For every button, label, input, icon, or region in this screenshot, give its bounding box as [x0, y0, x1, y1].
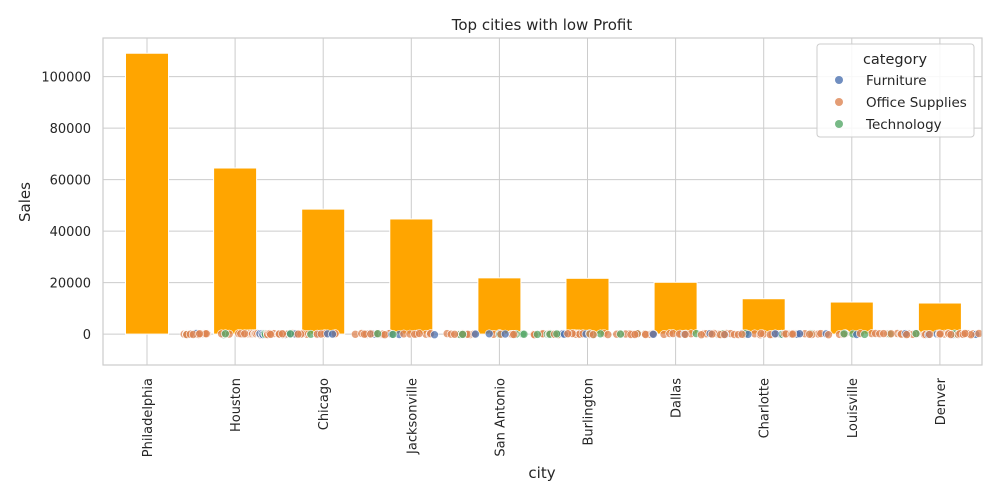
legend: category Furniture Office Supplies Technol…: [816, 43, 975, 138]
legend-marker: [835, 98, 843, 106]
scatter-point: [886, 329, 896, 339]
scatter-point: [563, 329, 573, 339]
bar: [653, 281, 698, 335]
scatter-point: [286, 329, 295, 339]
legend-marker: [835, 76, 843, 84]
scatter-point: [388, 330, 398, 339]
scatter-point: [756, 329, 766, 338]
scatter-point: [648, 329, 658, 339]
y-tick-label: 0: [83, 328, 91, 343]
bar: [741, 298, 786, 335]
y-tick-label: 40000: [50, 225, 91, 240]
scatter-point: [266, 330, 275, 339]
scatter-point: [596, 329, 605, 339]
scatter-point: [500, 329, 510, 339]
y-tick-label: 100000: [41, 71, 91, 86]
bar: [917, 302, 962, 335]
bar: [213, 167, 258, 335]
scatter-point: [879, 329, 888, 338]
scatter-point: [737, 329, 747, 339]
scatter-point: [373, 329, 383, 339]
scatter-point: [911, 329, 921, 338]
scatter-point: [240, 329, 249, 339]
scatter-point: [603, 330, 613, 339]
scatter-point: [824, 330, 833, 340]
y-tick-label: 80000: [50, 122, 91, 137]
scatter-point: [328, 329, 337, 339]
x-tick-label: Jacksonville: [405, 378, 420, 455]
scatter-point: [552, 329, 562, 339]
scatter-point: [719, 330, 729, 339]
chart-title: Top cities with low Profit: [451, 16, 633, 34]
x-tick-label: San Antonio: [493, 378, 508, 457]
scatter-point: [616, 329, 625, 339]
x-tick-label: Denver: [934, 377, 949, 425]
scatter-point: [770, 329, 780, 339]
scatter-point: [484, 329, 494, 339]
scatter-point: [839, 329, 849, 339]
scatter-point: [805, 329, 814, 339]
scatter-point: [960, 329, 970, 338]
scatter-point: [430, 330, 439, 340]
x-tick-label: Philadelphia: [141, 378, 156, 457]
y-tick-label: 60000: [50, 174, 91, 189]
scatter-point: [278, 329, 287, 339]
scatter-point: [946, 330, 956, 339]
legend-box: [816, 43, 975, 138]
scatter-point: [509, 330, 519, 339]
scatter-point: [860, 330, 869, 339]
scatter-point: [788, 329, 798, 339]
bar: [125, 52, 169, 335]
scatter-point: [519, 329, 529, 339]
legend-entries: Furniture Office Supplies Technology: [835, 73, 967, 133]
scatter-point: [641, 330, 650, 339]
bar: [565, 277, 610, 335]
y-axis-title: Sales: [16, 182, 34, 222]
scatter-point: [471, 329, 480, 339]
y-tick-label: 20000: [50, 277, 91, 292]
bar: [389, 218, 434, 335]
legend-marker: [835, 120, 843, 128]
scatter-point: [630, 330, 640, 339]
bar: [477, 277, 522, 335]
scatter-point: [221, 329, 230, 339]
scatter-point: [458, 330, 467, 339]
x-tick-label: Burlington: [582, 378, 597, 446]
x-tick-label: Louisville: [846, 378, 861, 438]
scatter-point: [935, 329, 945, 339]
x-axis-title: city: [528, 464, 555, 482]
bar: [829, 301, 874, 335]
scatter-point: [450, 329, 459, 339]
scatter-point: [925, 330, 934, 339]
scatter-point: [680, 330, 690, 339]
scatter-point: [588, 330, 598, 339]
scatter-point: [293, 329, 303, 339]
x-tick-label: Chicago: [317, 378, 332, 430]
legend-label: Furniture: [866, 73, 927, 89]
scatter-point: [707, 329, 717, 339]
scatter-point: [533, 330, 542, 339]
bar: [301, 208, 346, 335]
scatter-point: [902, 330, 911, 339]
x-tick-label: Houston: [229, 378, 244, 432]
legend-label: Technology: [865, 117, 942, 133]
legend-title: category: [863, 52, 928, 68]
scatter-point: [696, 330, 706, 340]
x-tick-label: Charlotte: [758, 378, 773, 438]
scatter-point: [195, 329, 204, 339]
scatter-point: [414, 329, 424, 338]
axes-frame: [102, 37, 983, 366]
x-tick-label: Dallas: [670, 378, 685, 418]
legend-label: Office Supplies: [866, 95, 967, 111]
